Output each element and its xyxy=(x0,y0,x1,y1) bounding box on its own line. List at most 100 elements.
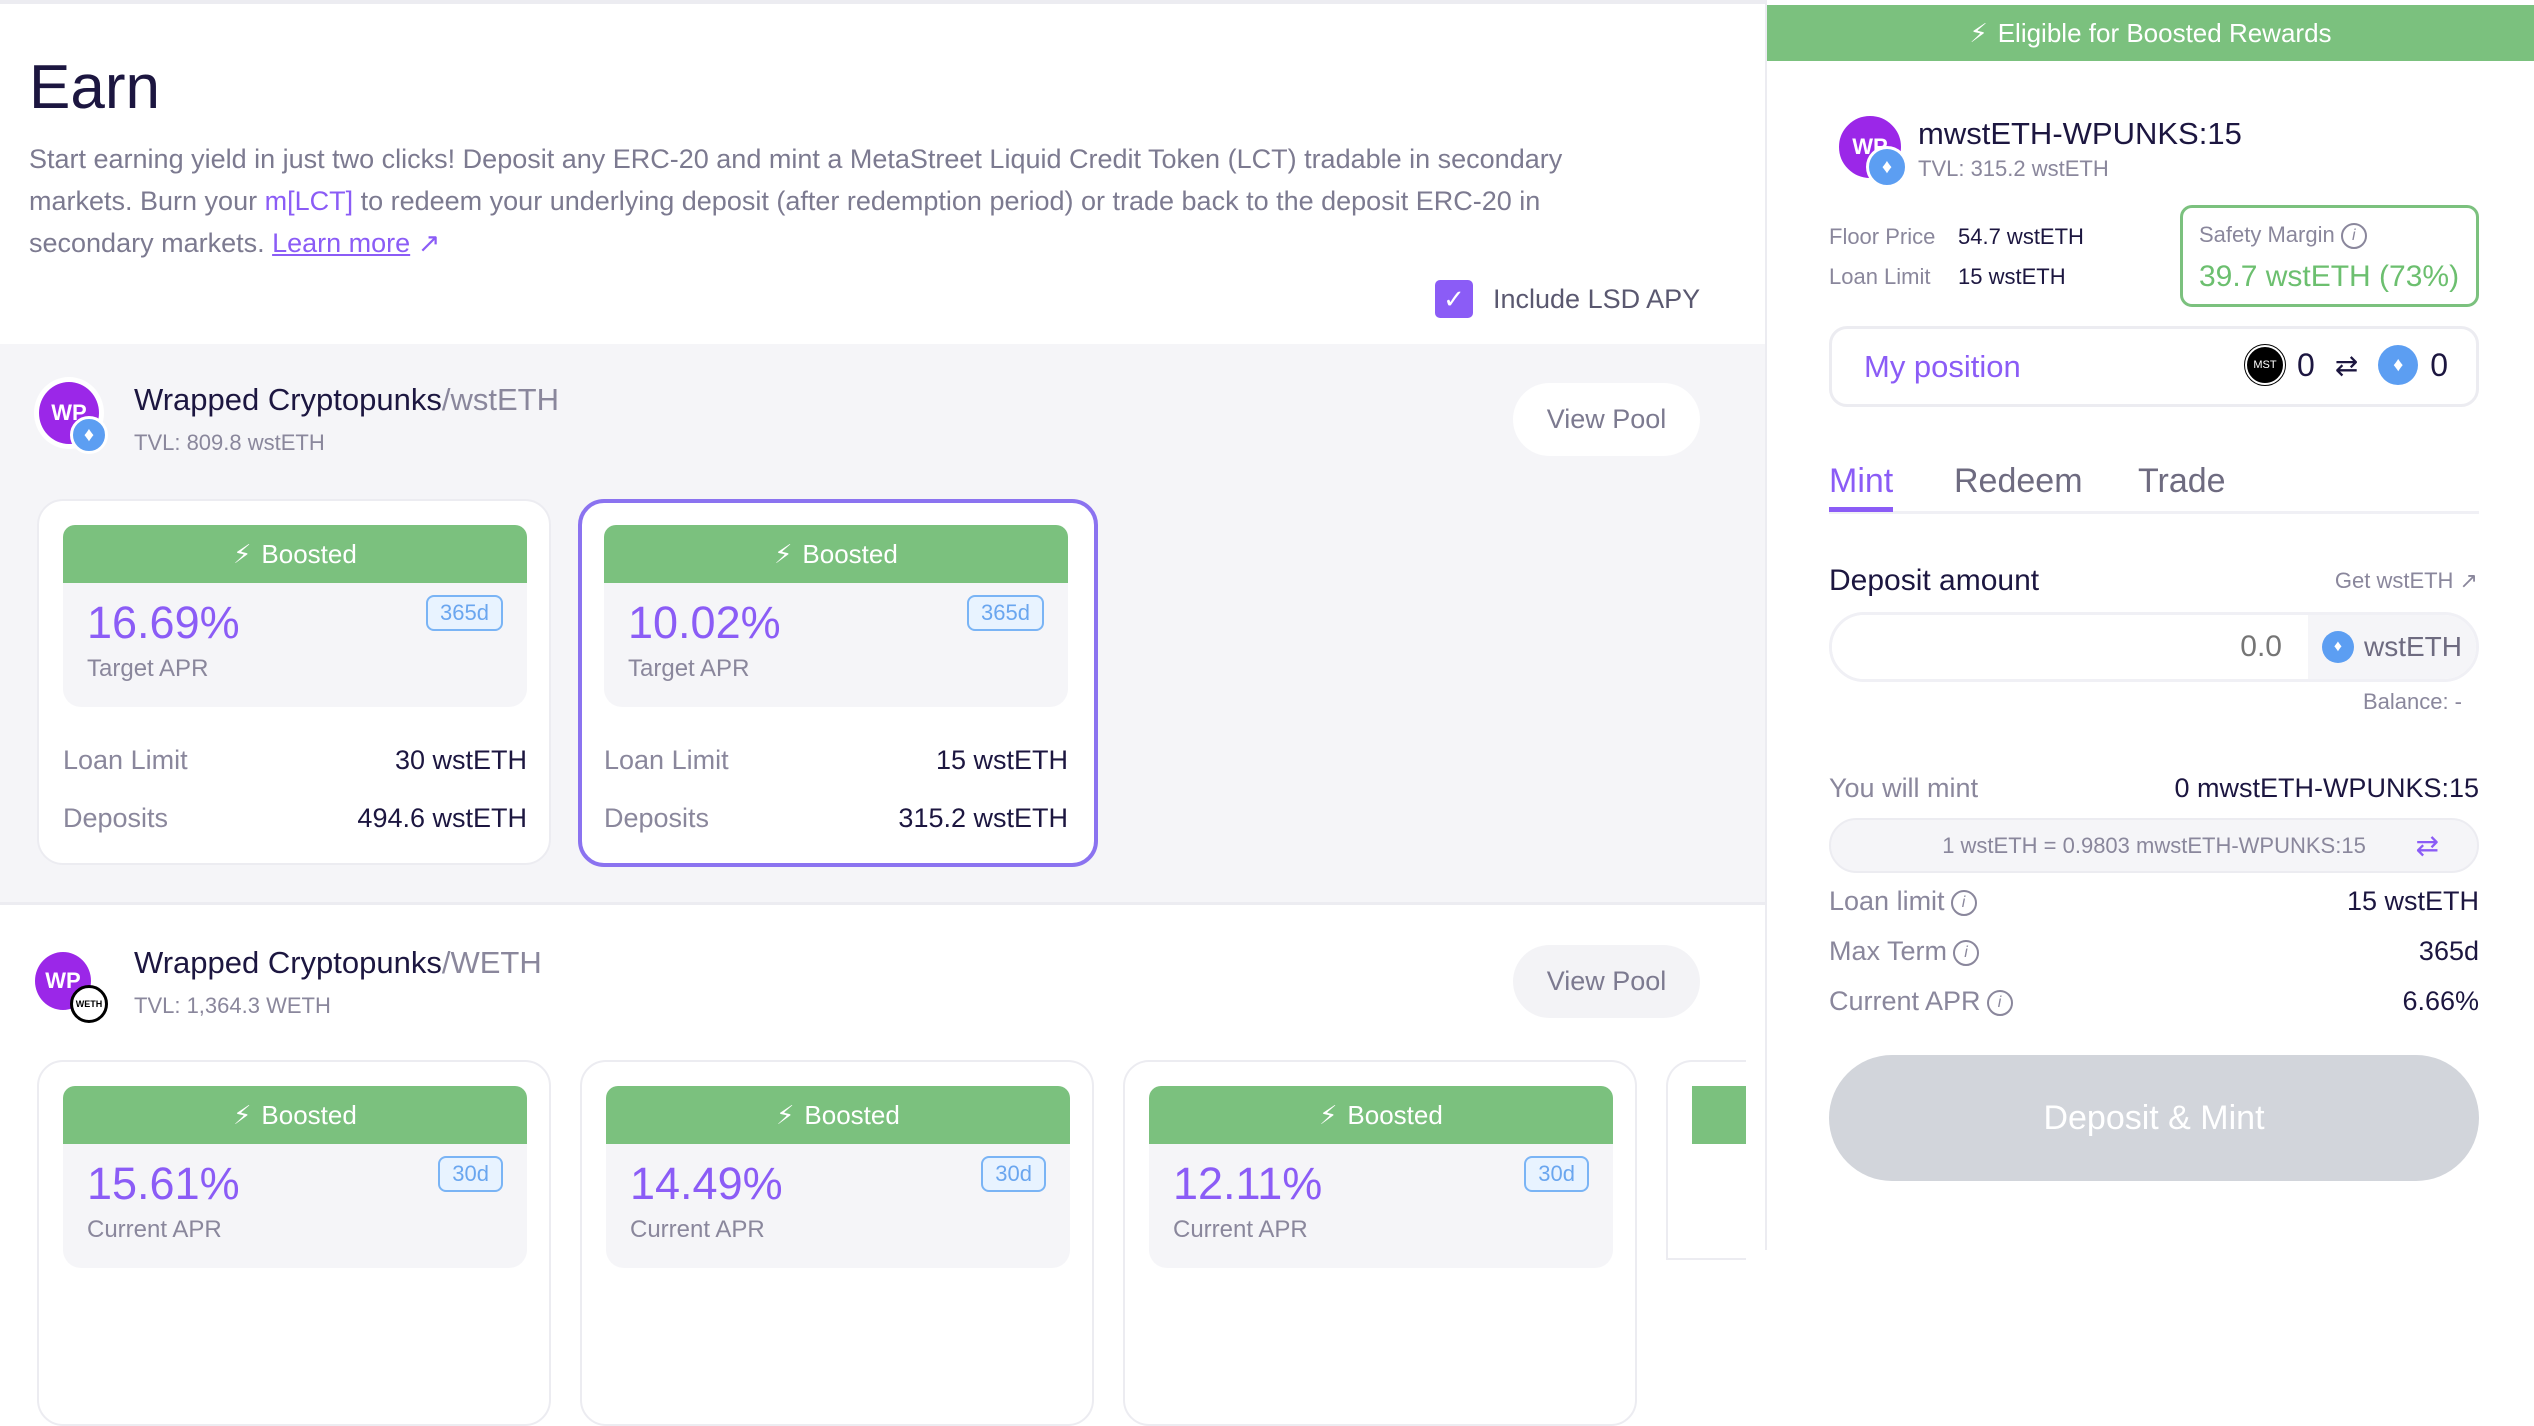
tranche-card[interactable]: ⚡ Boosted 16.69% Target APR 365d Loan Lim… xyxy=(37,499,551,865)
max-term-row: Max Term i 365d xyxy=(1829,936,2479,967)
boosted-banner: ⚡ Boosted xyxy=(604,525,1068,583)
lightning-icon: ⚡ xyxy=(233,538,252,569)
label: Safety Margin xyxy=(2199,222,2335,247)
apr-box: 14.49% Current APR 30d xyxy=(606,1144,1070,1268)
safety-margin-value: 39.7 wstETH (73%) xyxy=(2199,260,2460,293)
desc-text-2: to redeem your underlying deposit (after… xyxy=(29,186,1541,258)
value: 365d xyxy=(2418,936,2479,966)
lightning-icon: ⚡ xyxy=(1969,17,1988,48)
weth-icon: WETH xyxy=(70,985,108,1023)
lightning-icon: ⚡ xyxy=(776,1099,795,1130)
term-badge: 30d xyxy=(981,1156,1046,1192)
value: 0 mwstETH-WPUNKS:15 xyxy=(2174,773,2479,803)
pool-tvl: TVL: 809.8 wstETH xyxy=(134,430,325,455)
info-icon[interactable]: i xyxy=(1953,939,1980,966)
info-icon[interactable]: i xyxy=(1986,989,2013,1016)
loan-limit-label: Loan Limit xyxy=(1829,264,1931,289)
page-description: Start earning yield in just two clicks! … xyxy=(29,138,1659,264)
swap-rate-icon[interactable]: ⇄ xyxy=(2415,830,2439,861)
label-text: Current APR xyxy=(1829,986,1981,1016)
apr-label: Current APR xyxy=(1173,1216,1308,1243)
view-pool-button[interactable]: View Pool xyxy=(1513,383,1700,456)
apr-label: Current APR xyxy=(630,1216,765,1243)
term-badge: 365d xyxy=(967,595,1044,631)
apr-value: 14.49% xyxy=(630,1158,783,1209)
value: 315.2 wstETH xyxy=(898,803,1068,833)
panel-divider xyxy=(1765,0,1767,1250)
value: 30 wstETH xyxy=(394,745,527,775)
position-values: MST 0 ⇄ ♦ 0 xyxy=(2243,344,2448,386)
you-will-mint-row: You will mint 0 mwstETH-WPUNKS:15 xyxy=(1829,773,2479,804)
wsteth-amount: 0 xyxy=(2430,346,2448,383)
token-selector[interactable]: ♦ wstETH xyxy=(2308,615,2476,679)
exchange-rate-pill: 1 wstETH = 0.9803 mwstETH-WPUNKS:15 ⇄ xyxy=(1829,818,2479,873)
tab-mint[interactable]: Mint xyxy=(1829,462,1894,512)
value: 6.66% xyxy=(2402,986,2479,1016)
view-pool-button[interactable]: View Pool xyxy=(1513,945,1700,1018)
label-text: Loan limit xyxy=(1829,886,1945,916)
deposit-amount-label: Deposit amount xyxy=(1829,564,2040,597)
label: Max Term i xyxy=(1829,936,1980,967)
value: 494.6 wstETH xyxy=(357,803,527,833)
tranche-card[interactable]: ⚡ Boosted 15.61% Current APR 30d xyxy=(37,1060,551,1426)
apr-value: 10.02% xyxy=(628,597,781,648)
tranche-card[interactable]: ⚡ Boosted 14.49% Current APR 30d xyxy=(580,1060,1094,1426)
lightning-icon: ⚡ xyxy=(233,1099,252,1130)
pool-section-weth: WP WETH Wrapped Cryptopunks/WETH TVL: 1,… xyxy=(0,902,1765,1426)
label: Loan limit i xyxy=(1829,886,1977,917)
desc-text: Start earning yield in just two clicks! … xyxy=(29,144,1563,216)
deposits-row: Deposits 315.2 wstETH xyxy=(604,803,1068,834)
tranche-card-partial[interactable] xyxy=(1666,1060,1746,1260)
loan-limit-row: Loan Limit 15 wstETH xyxy=(604,745,1068,776)
my-position-box[interactable]: My position MST 0 ⇄ ♦ 0 xyxy=(1829,326,2479,407)
wpunks-logo: WP xyxy=(30,947,96,1015)
label: Current APR i xyxy=(1829,986,2013,1017)
boosted-label: Boosted xyxy=(261,1099,357,1130)
apr-label: Current APR xyxy=(87,1216,222,1243)
boosted-label: Boosted xyxy=(804,1099,900,1130)
my-position-label: My position xyxy=(1864,349,2021,384)
label: You will mint xyxy=(1829,773,1979,803)
get-wsteth-link[interactable]: Get wstETH ↗ xyxy=(2334,568,2478,593)
learn-more-link[interactable]: Learn more xyxy=(272,228,411,258)
top-border xyxy=(0,0,1765,4)
balance-text: Balance: - xyxy=(2362,689,2462,714)
label: Loan Limit xyxy=(604,745,729,775)
info-icon[interactable]: i xyxy=(1950,889,1977,916)
deposit-mint-button[interactable]: Deposit & Mint xyxy=(1829,1055,2479,1181)
tab-redeem[interactable]: Redeem xyxy=(1954,462,2083,500)
tranche-card[interactable]: ⚡ Boosted 12.11% Current APR 30d xyxy=(1123,1060,1637,1426)
wsteth-icon: ♦ xyxy=(1866,146,1908,188)
pool-section-wsteth: WP ♦ Wrapped Cryptopunks/wstETH TVL: 809… xyxy=(0,344,1765,902)
term-badge: 365d xyxy=(426,595,503,631)
pool-name: Wrapped Cryptopunks/wstETH xyxy=(134,382,559,418)
label-text: Max Term xyxy=(1829,936,1948,966)
boosted-banner: ⚡ Boosted xyxy=(63,1086,527,1144)
label: Loan Limit xyxy=(63,745,188,775)
banner-text: Eligible for Boosted Rewards xyxy=(1997,17,2332,48)
include-lsd-checkbox[interactable]: ✓ xyxy=(1435,280,1473,318)
tab-trade[interactable]: Trade xyxy=(2138,462,2226,500)
boosted-label: Boosted xyxy=(261,538,357,569)
pool-tvl: TVL: 1,364.3 WETH xyxy=(134,993,331,1018)
floor-price-value: 54.7 wstETH xyxy=(1958,224,2084,249)
apr-box: 15.61% Current APR 30d xyxy=(63,1144,527,1268)
boosted-rewards-banner: ⚡ Eligible for Boosted Rewards xyxy=(1767,5,2534,61)
pool-name: Wrapped Cryptopunks/WETH xyxy=(134,945,542,981)
mst-icon: MST xyxy=(2243,344,2286,386)
loan-limit-value: 15 wstETH xyxy=(1958,264,2066,289)
mst-amount: 0 xyxy=(2296,346,2315,383)
tranche-card-selected[interactable]: ⚡ Boosted 10.02% Target APR 365d Loan Lim… xyxy=(578,499,1098,867)
deposit-amount-input[interactable] xyxy=(1832,615,2302,679)
rate-text: 1 wstETH = 0.9803 mwstETH-WPUNKS:15 xyxy=(1942,832,2366,858)
deposits-row: Deposits 494.6 wstETH xyxy=(63,803,527,834)
pool-name-base: Wrapped Cryptopunks xyxy=(134,945,442,980)
include-lsd-label: Include LSD APY xyxy=(1493,284,1701,314)
token-name: mwstETH-WPUNKS:15 xyxy=(1918,116,2242,151)
apr-value: 16.69% xyxy=(87,597,240,648)
info-icon[interactable]: i xyxy=(2340,223,2367,250)
term-badge: 30d xyxy=(438,1156,503,1192)
pool-quote: /WETH xyxy=(441,945,542,980)
page-title: Earn xyxy=(29,53,160,122)
boosted-label: Boosted xyxy=(802,538,898,569)
